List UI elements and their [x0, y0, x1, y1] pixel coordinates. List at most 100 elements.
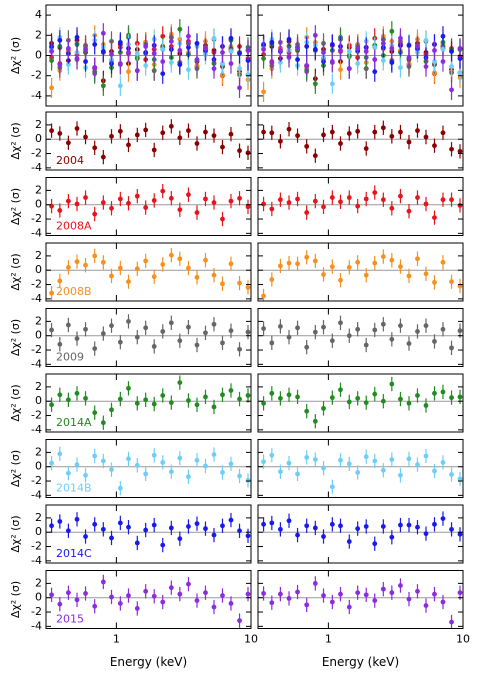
data-point: [186, 33, 191, 39]
panel-frame: [45, 242, 252, 302]
data-point: [449, 619, 454, 625]
data-point: [423, 134, 429, 140]
data-point: [237, 396, 242, 402]
data-point: [261, 201, 266, 207]
data-point: [398, 472, 403, 478]
data-point: [109, 467, 114, 472]
data-point: [134, 540, 140, 546]
data-point: [286, 392, 292, 398]
data-point: [245, 48, 251, 53]
data-point: [415, 393, 420, 398]
y-tick-label: -2: [31, 212, 42, 225]
y-tick-label: -2: [31, 147, 42, 160]
data-point: [304, 254, 310, 260]
data-point: [203, 129, 208, 135]
data-point: [321, 534, 326, 539]
data-point: [177, 338, 183, 344]
data-point: [415, 588, 420, 594]
data-point: [100, 526, 106, 532]
data-point: [74, 390, 80, 396]
data-point: [92, 346, 98, 351]
data-point: [49, 128, 54, 134]
y-tick-label: -4: [31, 161, 42, 174]
data-point: [406, 456, 412, 462]
data-point: [449, 472, 454, 477]
data-point: [406, 139, 412, 145]
panel-frame: [257, 570, 464, 629]
data-point: [457, 531, 463, 537]
data-point: [406, 522, 412, 528]
panel-frame: [257, 439, 464, 498]
data-point: [295, 532, 300, 538]
data-point: [126, 142, 131, 148]
data-point: [49, 460, 54, 466]
data-point: [346, 604, 352, 610]
data-point: [338, 320, 343, 326]
y-tick-label: 2: [35, 576, 42, 589]
data-point: [304, 210, 310, 215]
data-point: [312, 580, 318, 586]
panel-frame: [45, 308, 252, 367]
data-point: [295, 394, 300, 400]
data-point: [269, 39, 275, 45]
y-tick-label: 2: [35, 28, 42, 41]
data-point: [74, 34, 80, 40]
data-point: [321, 204, 326, 210]
data-point: [406, 341, 412, 346]
panel-frame: [45, 504, 252, 564]
data-point: [415, 524, 420, 530]
data-point: [389, 457, 395, 462]
data-point: [286, 518, 292, 524]
data-point: [261, 89, 266, 95]
data-point: [312, 198, 318, 204]
data-point: [65, 140, 71, 146]
data-point: [160, 599, 166, 605]
data-point: [57, 519, 63, 524]
data-point: [49, 592, 54, 598]
data-point: [245, 477, 251, 483]
data-point: [109, 594, 114, 600]
data-point: [83, 47, 88, 52]
data-point: [423, 271, 429, 277]
data-point: [304, 523, 310, 529]
data-point: [457, 46, 463, 51]
data-point: [338, 523, 343, 529]
data-point: [186, 265, 191, 271]
data-point: [74, 336, 80, 341]
data-point: [143, 127, 149, 133]
data-point: [363, 272, 369, 278]
data-point: [295, 57, 300, 62]
data-point: [398, 583, 403, 588]
data-point: [117, 339, 123, 345]
data-point: [338, 67, 343, 73]
data-point: [312, 457, 318, 462]
data-point: [186, 67, 191, 73]
data-point: [398, 264, 403, 270]
data-point: [355, 61, 361, 66]
panel-frame: [257, 177, 464, 236]
data-point: [220, 340, 225, 346]
data-point: [83, 59, 88, 64]
data-point: [194, 457, 200, 463]
data-point: [83, 472, 88, 478]
data-point: [92, 410, 98, 416]
data-point: [100, 458, 106, 464]
data-point: [372, 391, 378, 397]
data-point: [92, 65, 98, 71]
x-tick-label: 10: [456, 633, 470, 646]
data-point: [83, 195, 88, 200]
y-tick-label: 2: [35, 445, 42, 458]
data-point: [245, 591, 251, 597]
data-point: [261, 459, 266, 465]
plot-area: [258, 315, 463, 356]
plot-area: [46, 512, 251, 553]
y-axis-label: Δχ² (σ): [9, 188, 22, 225]
data-point: [245, 393, 251, 398]
data-point: [220, 392, 225, 398]
data-point: [134, 334, 140, 340]
data-point: [277, 395, 283, 401]
data-point: [380, 524, 386, 529]
data-point: [211, 604, 217, 610]
data-point: [245, 150, 251, 156]
data-point: [117, 601, 123, 606]
